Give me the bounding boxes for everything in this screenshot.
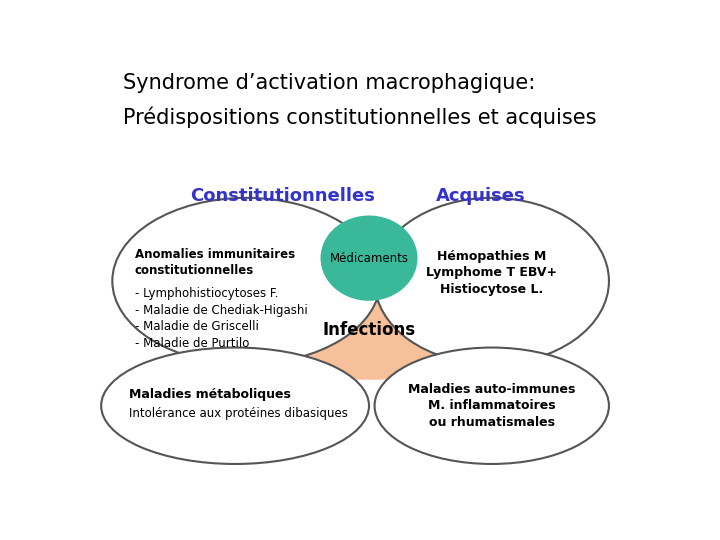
Text: Acquises: Acquises bbox=[436, 187, 526, 205]
Text: Hémopathies M
Lymphome T EBV+
Histiocytose L.: Hémopathies M Lymphome T EBV+ Histiocyto… bbox=[426, 249, 557, 296]
Ellipse shape bbox=[102, 348, 369, 464]
Text: Médicaments: Médicaments bbox=[330, 252, 408, 265]
Text: Infections: Infections bbox=[323, 321, 415, 339]
Text: Maladies métaboliques: Maladies métaboliques bbox=[129, 388, 291, 401]
Text: - Lymphohistiocytoses F.
- Maladie de Chediak-Higashi
- Maladie de Griscelli
- M: - Lymphohistiocytoses F. - Maladie de Ch… bbox=[135, 287, 307, 350]
Text: Syndrome d’activation macrophagique:: Syndrome d’activation macrophagique: bbox=[124, 73, 536, 93]
Ellipse shape bbox=[207, 250, 531, 379]
Ellipse shape bbox=[112, 198, 380, 364]
Text: Prédispositions constitutionnelles et acquises: Prédispositions constitutionnelles et ac… bbox=[124, 106, 597, 128]
Text: Maladies auto-immunes
M. inflammatoires
ou rhumatismales: Maladies auto-immunes M. inflammatoires … bbox=[408, 383, 575, 429]
Text: Intolérance aux protéines dibasiques: Intolérance aux protéines dibasiques bbox=[129, 407, 348, 420]
Ellipse shape bbox=[322, 217, 416, 300]
Ellipse shape bbox=[374, 198, 609, 364]
Text: Anomalies immunitaires
constitutionnelles: Anomalies immunitaires constitutionnelle… bbox=[135, 248, 294, 277]
Ellipse shape bbox=[374, 348, 609, 464]
Text: Constitutionnelles: Constitutionnelles bbox=[190, 187, 375, 205]
